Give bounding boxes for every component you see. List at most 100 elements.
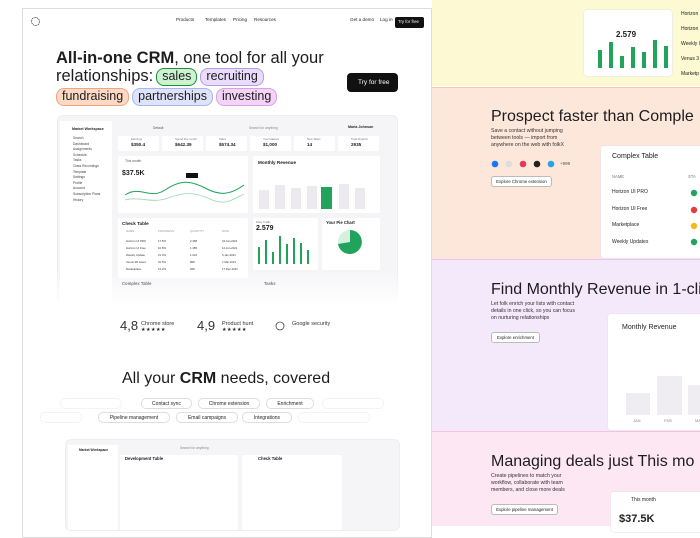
menu-item[interactable]: Schedule [73, 152, 87, 157]
stat-label: Sales [219, 137, 226, 141]
nav-cta[interactable]: Try for free [398, 18, 419, 24]
stat-label: Spend this month [175, 137, 197, 141]
menu-item[interactable]: Tasks [73, 158, 82, 163]
section-button[interactable]: Explore pipeline management [491, 504, 558, 515]
rating-score: 4,8 [120, 318, 139, 333]
check-title: Check Table [122, 221, 149, 226]
menu-item[interactable]: Assignments [73, 147, 92, 152]
menu-item[interactable]: Subscription Plans [73, 192, 101, 196]
menu-item[interactable]: Dashboard [73, 141, 90, 146]
hero-cta[interactable]: Try for free [358, 79, 390, 86]
check-cell: 17.5% [158, 239, 166, 243]
section-button-label[interactable]: Explore enrichment [496, 335, 535, 340]
check-cell: 1.485 [190, 246, 197, 250]
check-cell: 7.Mar.2021 [222, 260, 236, 264]
rating-stars: ★★★★★ [141, 327, 166, 333]
section-button[interactable]: Explore enrichment [491, 332, 540, 343]
nav-login[interactable]: Log in [380, 17, 393, 22]
social-icons [491, 160, 555, 168]
features-title-post: needs, covered [216, 370, 331, 387]
table-row: Weekly Updates [612, 238, 649, 245]
stat-card [338, 136, 379, 151]
menu-item[interactable]: Account [73, 186, 85, 191]
feature-pill-label[interactable]: Pipeline management [109, 414, 159, 421]
dev-title: Development Table [125, 456, 164, 461]
status-ok [690, 238, 698, 246]
hero-tag: recruiting [200, 67, 264, 86]
feature-pill[interactable]: Email campaigns [176, 412, 238, 423]
traffic-bars [258, 236, 309, 264]
check-col: QUANTITY [190, 229, 205, 233]
more-count: +999 [560, 161, 571, 166]
feature-pill[interactable]: Contact sync [141, 398, 192, 409]
top-bars [598, 40, 668, 68]
top-row: Weekly U [681, 41, 700, 47]
card-title: Monthly Revenue [622, 324, 677, 331]
revenue-card [608, 314, 700, 430]
revenue-bars [259, 184, 365, 209]
check-card [118, 218, 248, 278]
traffic-value: 2.579 [256, 225, 274, 232]
check-cell: 12.2% [158, 267, 166, 271]
table-row: Horizon UI Free [612, 205, 648, 212]
card-value: $37.5K [619, 513, 655, 525]
stat-label: Earnings [131, 137, 143, 141]
feature-pill-label[interactable]: Integrations [253, 414, 281, 421]
rating-source: Product hunt [222, 321, 254, 327]
complex-card [601, 146, 700, 258]
feature-pill[interactable]: Integrations [242, 412, 292, 423]
section-title: Managing deals just This mo [491, 453, 695, 470]
menu-item[interactable]: Search [73, 136, 84, 140]
stat-card [118, 136, 159, 151]
feature-pill-label[interactable]: Enrichment [277, 400, 303, 407]
section-text: details in one click, so you can focus [491, 308, 575, 314]
security-icon [275, 321, 285, 331]
check-cell: 858 [190, 260, 195, 264]
nav-link[interactable]: Templates [205, 17, 226, 22]
stat-label: Your balance [263, 137, 280, 141]
section-text: Save a contact without jumping [491, 128, 563, 134]
logo[interactable] [31, 17, 40, 26]
menu-item[interactable]: Template [73, 169, 87, 174]
search[interactable]: Search for anything [249, 126, 278, 130]
check-col: PROGRESS [158, 229, 174, 233]
section-button[interactable]: Explore Chrome extension [491, 176, 552, 187]
check-cell: Horizon UI PRO [126, 239, 147, 243]
feature-pill-label[interactable]: Email campaigns [187, 414, 227, 421]
menu-item[interactable]: Class Recordings [73, 164, 99, 168]
rev-bar [626, 393, 650, 415]
feature-pill[interactable]: Chrome extension [198, 398, 260, 409]
month-label: JAN [633, 418, 641, 423]
menu-item[interactable]: History [73, 197, 84, 202]
nav-link[interactable]: Resources [254, 17, 276, 22]
feature-pill-label[interactable]: Contact sync [152, 400, 181, 407]
line-chart-2 [124, 193, 245, 203]
nav-link[interactable]: Pricing [233, 17, 248, 22]
top-row: Venus 3 [681, 56, 700, 62]
section-text: Create pipelines to match your [491, 473, 562, 479]
menu-item[interactable]: Settings [73, 175, 85, 180]
stat-card [206, 136, 247, 151]
status-ok [690, 189, 698, 197]
feature-pill[interactable]: Enrichment [266, 398, 314, 409]
top-value: 2.579 [616, 30, 637, 39]
feature-pill-label[interactable]: Chrome extension [208, 400, 250, 407]
nav-link[interactable]: Products [176, 17, 195, 22]
menu-item[interactable]: Profile [73, 180, 83, 185]
rating-source: Chrome store [141, 321, 175, 327]
section-button-label[interactable]: Explore pipeline management [496, 507, 553, 512]
hero-tag: sales [156, 67, 198, 86]
section-text: between tools — import from [491, 135, 558, 141]
hero-cta-bg[interactable] [347, 73, 398, 92]
check-cell: 1.024 [190, 253, 197, 257]
search-2[interactable]: Search for anything [180, 446, 209, 450]
section-text: workflow, collaborate with team [491, 480, 563, 486]
dev-card [120, 455, 238, 530]
check2-title: Check Table [258, 456, 283, 461]
feature-pill-faded [40, 412, 82, 423]
cta-nav-bg[interactable] [395, 17, 424, 28]
nav-demo[interactable]: Get a demo [350, 17, 375, 22]
feature-pill[interactable]: Pipeline management [98, 412, 170, 423]
features-title-bold: CRM [179, 370, 217, 387]
section-button-label[interactable]: Explore Chrome extension [496, 179, 547, 184]
